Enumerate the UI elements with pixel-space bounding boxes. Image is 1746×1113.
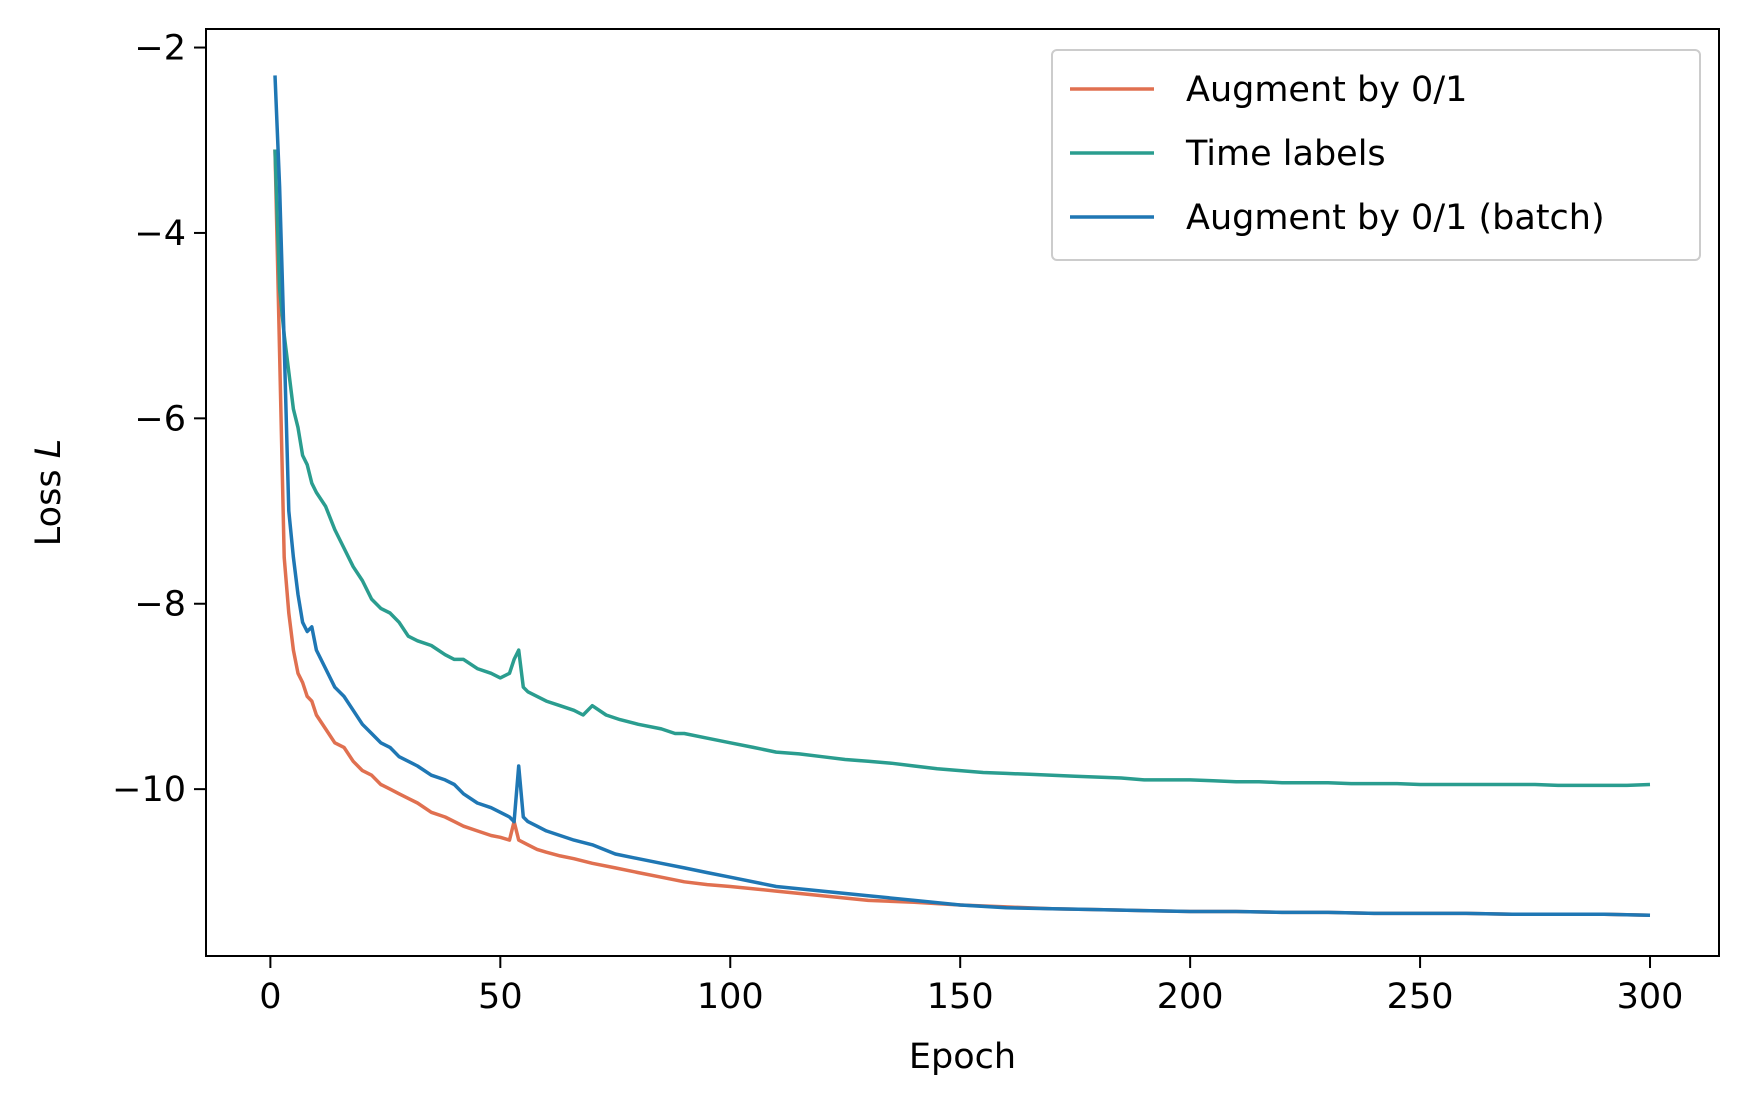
legend-label-1: Augment by 0/1 [1186, 70, 1467, 110]
y-tick-label: −2 [134, 29, 186, 69]
legend-label-3: Augment by 0/1 (batch) [1186, 198, 1605, 238]
y-axis-title-prefix: Loss [29, 458, 69, 546]
series-line-2 [273, 149, 1651, 788]
x-tick-label: 150 [927, 977, 994, 1017]
legend-label-2: Time labels [1185, 134, 1386, 174]
x-axis-title: Epoch [909, 1037, 1016, 1077]
x-tick-label: 50 [478, 977, 523, 1017]
y-tick-label: −4 [134, 214, 186, 254]
y-axis-title-symbol: L [29, 439, 69, 459]
legend-box [1051, 49, 1701, 261]
x-axis-ticks: 0 50 100 150 200 250 300 [259, 956, 1683, 1017]
x-tick-label: 300 [1617, 977, 1684, 1017]
legend-items: Augment by 0/1 Time labels Augment by 0/1 … [1070, 70, 1605, 238]
y-axis-title: Loss L [29, 439, 69, 546]
x-tick-label: 100 [697, 977, 764, 1017]
x-tick-label: 0 [259, 977, 281, 1017]
y-axis-ticks: −2 −4 −6 −8 −10 [112, 29, 206, 810]
y-tick-label: −6 [134, 399, 186, 439]
y-tick-label: −8 [134, 585, 186, 625]
axes-frame [205, 28, 1720, 957]
y-tick-label: −10 [112, 770, 186, 810]
x-tick-label: 200 [1157, 977, 1224, 1017]
legend: Augment by 0/1 Time labels Augment by 0/1 … [1051, 49, 1701, 261]
series-line-3 [273, 75, 1651, 917]
series-layer [273, 75, 1651, 917]
x-tick-label: 250 [1387, 977, 1454, 1017]
